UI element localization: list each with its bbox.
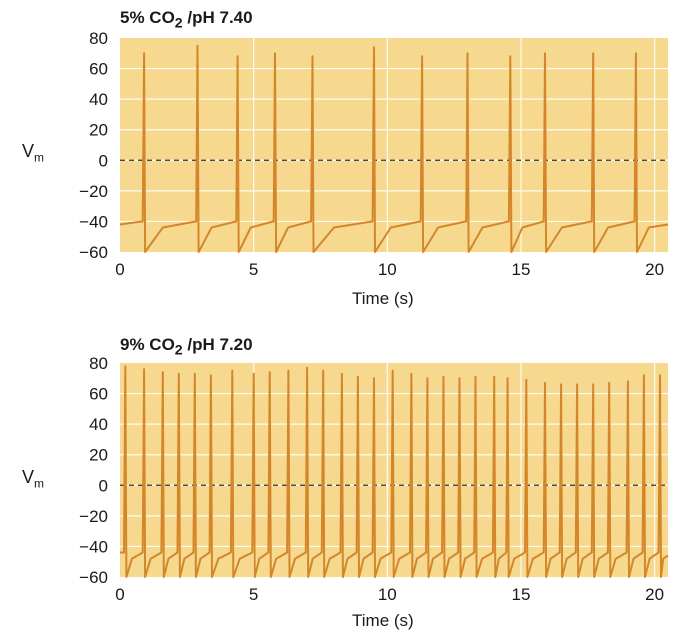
- y-tick-label: 20: [89, 121, 108, 140]
- y-tick-label: 0: [99, 476, 108, 495]
- y-tick-label: −60: [79, 243, 108, 262]
- y-tick-label: 80: [89, 29, 108, 48]
- y-tick-label: 60: [89, 385, 108, 404]
- y-axis-label: Vm: [22, 467, 45, 491]
- x-tick-label: 10: [378, 585, 397, 604]
- x-tick-label: 20: [645, 260, 664, 279]
- y-tick-label: 80: [89, 354, 108, 373]
- x-axis-label: Time (s): [352, 289, 414, 308]
- y-axis-label: Vm: [22, 141, 45, 165]
- x-axis-label: Time (s): [352, 611, 414, 630]
- plot-area: [120, 38, 668, 252]
- y-tick-label: 40: [89, 90, 108, 109]
- y-tick-label: −60: [79, 568, 108, 587]
- x-tick-label: 5: [249, 585, 258, 604]
- x-tick-label: 10: [378, 260, 397, 279]
- chart-panel-bottom: 9% CO2 /pH 7.20 Vm Time (s) 80 60 40 20 0 −20…: [0, 326, 674, 642]
- x-tick-label: 0: [115, 260, 124, 279]
- y-tick-label: 60: [89, 60, 108, 79]
- y-tick-label: 20: [89, 446, 108, 465]
- membrane-potential-trace: [119, 44, 669, 253]
- chart-panel-top: 5% CO2 /pH 7.40 Vm Time (s) 80 60 40 20 0 −20…: [0, 0, 674, 320]
- y-tick-label: −40: [79, 537, 108, 556]
- membrane-potential-plot: 80 60 40 20 0 −20 −40 −60 0 5 10 15 20: [79, 29, 669, 279]
- y-tick-label: −20: [79, 507, 108, 526]
- x-tick-label: 15: [512, 585, 531, 604]
- y-tick-label: 0: [99, 151, 108, 170]
- membrane-potential-plot: 80 60 40 20 0 −20 −40 −60 0 5 10 15 20: [79, 354, 669, 604]
- x-tick-label: 20: [645, 585, 664, 604]
- chart-title: 9% CO2 /pH 7.20: [120, 335, 253, 359]
- x-tick-label: 15: [512, 260, 531, 279]
- y-tick-label: −20: [79, 182, 108, 201]
- y-tick-label: 40: [89, 415, 108, 434]
- x-tick-label: 5: [249, 260, 258, 279]
- x-tick-label: 0: [115, 585, 124, 604]
- membrane-potential-trace: [120, 365, 669, 578]
- y-tick-label: −40: [79, 212, 108, 231]
- chart-title: 5% CO2 /pH 7.40: [120, 8, 253, 32]
